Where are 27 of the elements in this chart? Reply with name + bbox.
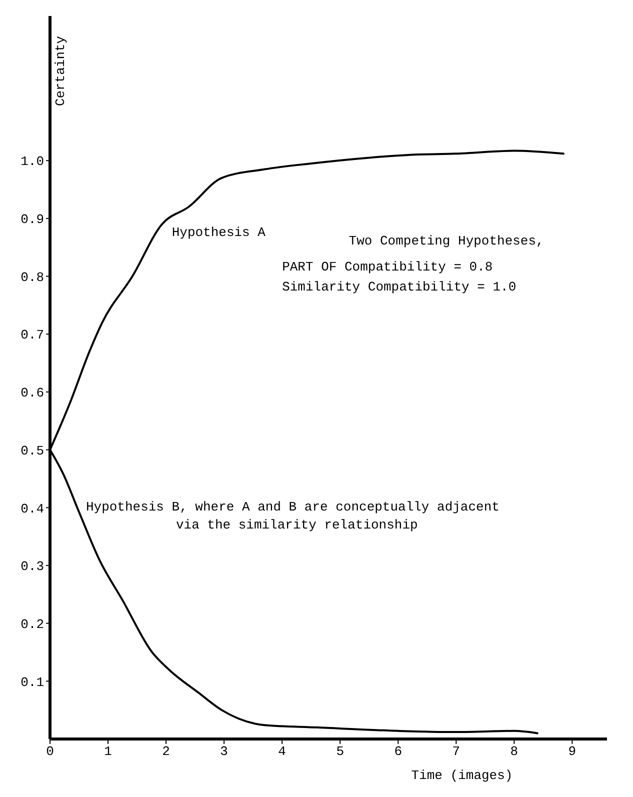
x-tick-label: 3 bbox=[220, 744, 228, 760]
annotation: Two Competing Hypotheses, bbox=[348, 233, 544, 248]
annotation: PART OF Compatibility = 0.8 bbox=[282, 259, 493, 274]
y-tick-label: 0.7 bbox=[20, 328, 44, 343]
x-tick-label: 6 bbox=[394, 744, 402, 760]
x-tick-label: 2 bbox=[162, 744, 170, 760]
x-tick-label: 5 bbox=[336, 744, 344, 760]
y-tick-label: 0.9 bbox=[20, 212, 44, 228]
x-tick-label: 7 bbox=[452, 744, 460, 760]
y-tick-label: 0.5 bbox=[20, 443, 44, 458]
x-tick-label: 1 bbox=[104, 744, 112, 760]
y-tick-label: 0.2 bbox=[20, 616, 44, 632]
y-tick-label: 0.4 bbox=[20, 501, 44, 516]
x-axis-title: Time (images) bbox=[411, 768, 513, 783]
series-label: Hypothesis A bbox=[172, 224, 266, 240]
annotation: Similarity Compatibility = 1.0 bbox=[282, 280, 516, 295]
x-tick-label: 0 bbox=[46, 744, 54, 760]
y-tick-label: 1.0 bbox=[20, 154, 44, 170]
y-tick-label: 0.3 bbox=[20, 559, 44, 574]
x-tick-label: 8 bbox=[510, 744, 518, 760]
y-tick-label: 0.6 bbox=[20, 386, 44, 401]
series-label: Hypothesis B, where A and B are conceptually adjacent via the similarity relationship bbox=[86, 500, 500, 533]
y-tick-label: 0.1 bbox=[20, 674, 44, 690]
x-tick-label: 4 bbox=[278, 744, 286, 760]
y-tick-label: 0.8 bbox=[20, 270, 44, 285]
y-axis-title: Certainty bbox=[53, 36, 68, 106]
x-tick-label: 9 bbox=[568, 744, 576, 760]
